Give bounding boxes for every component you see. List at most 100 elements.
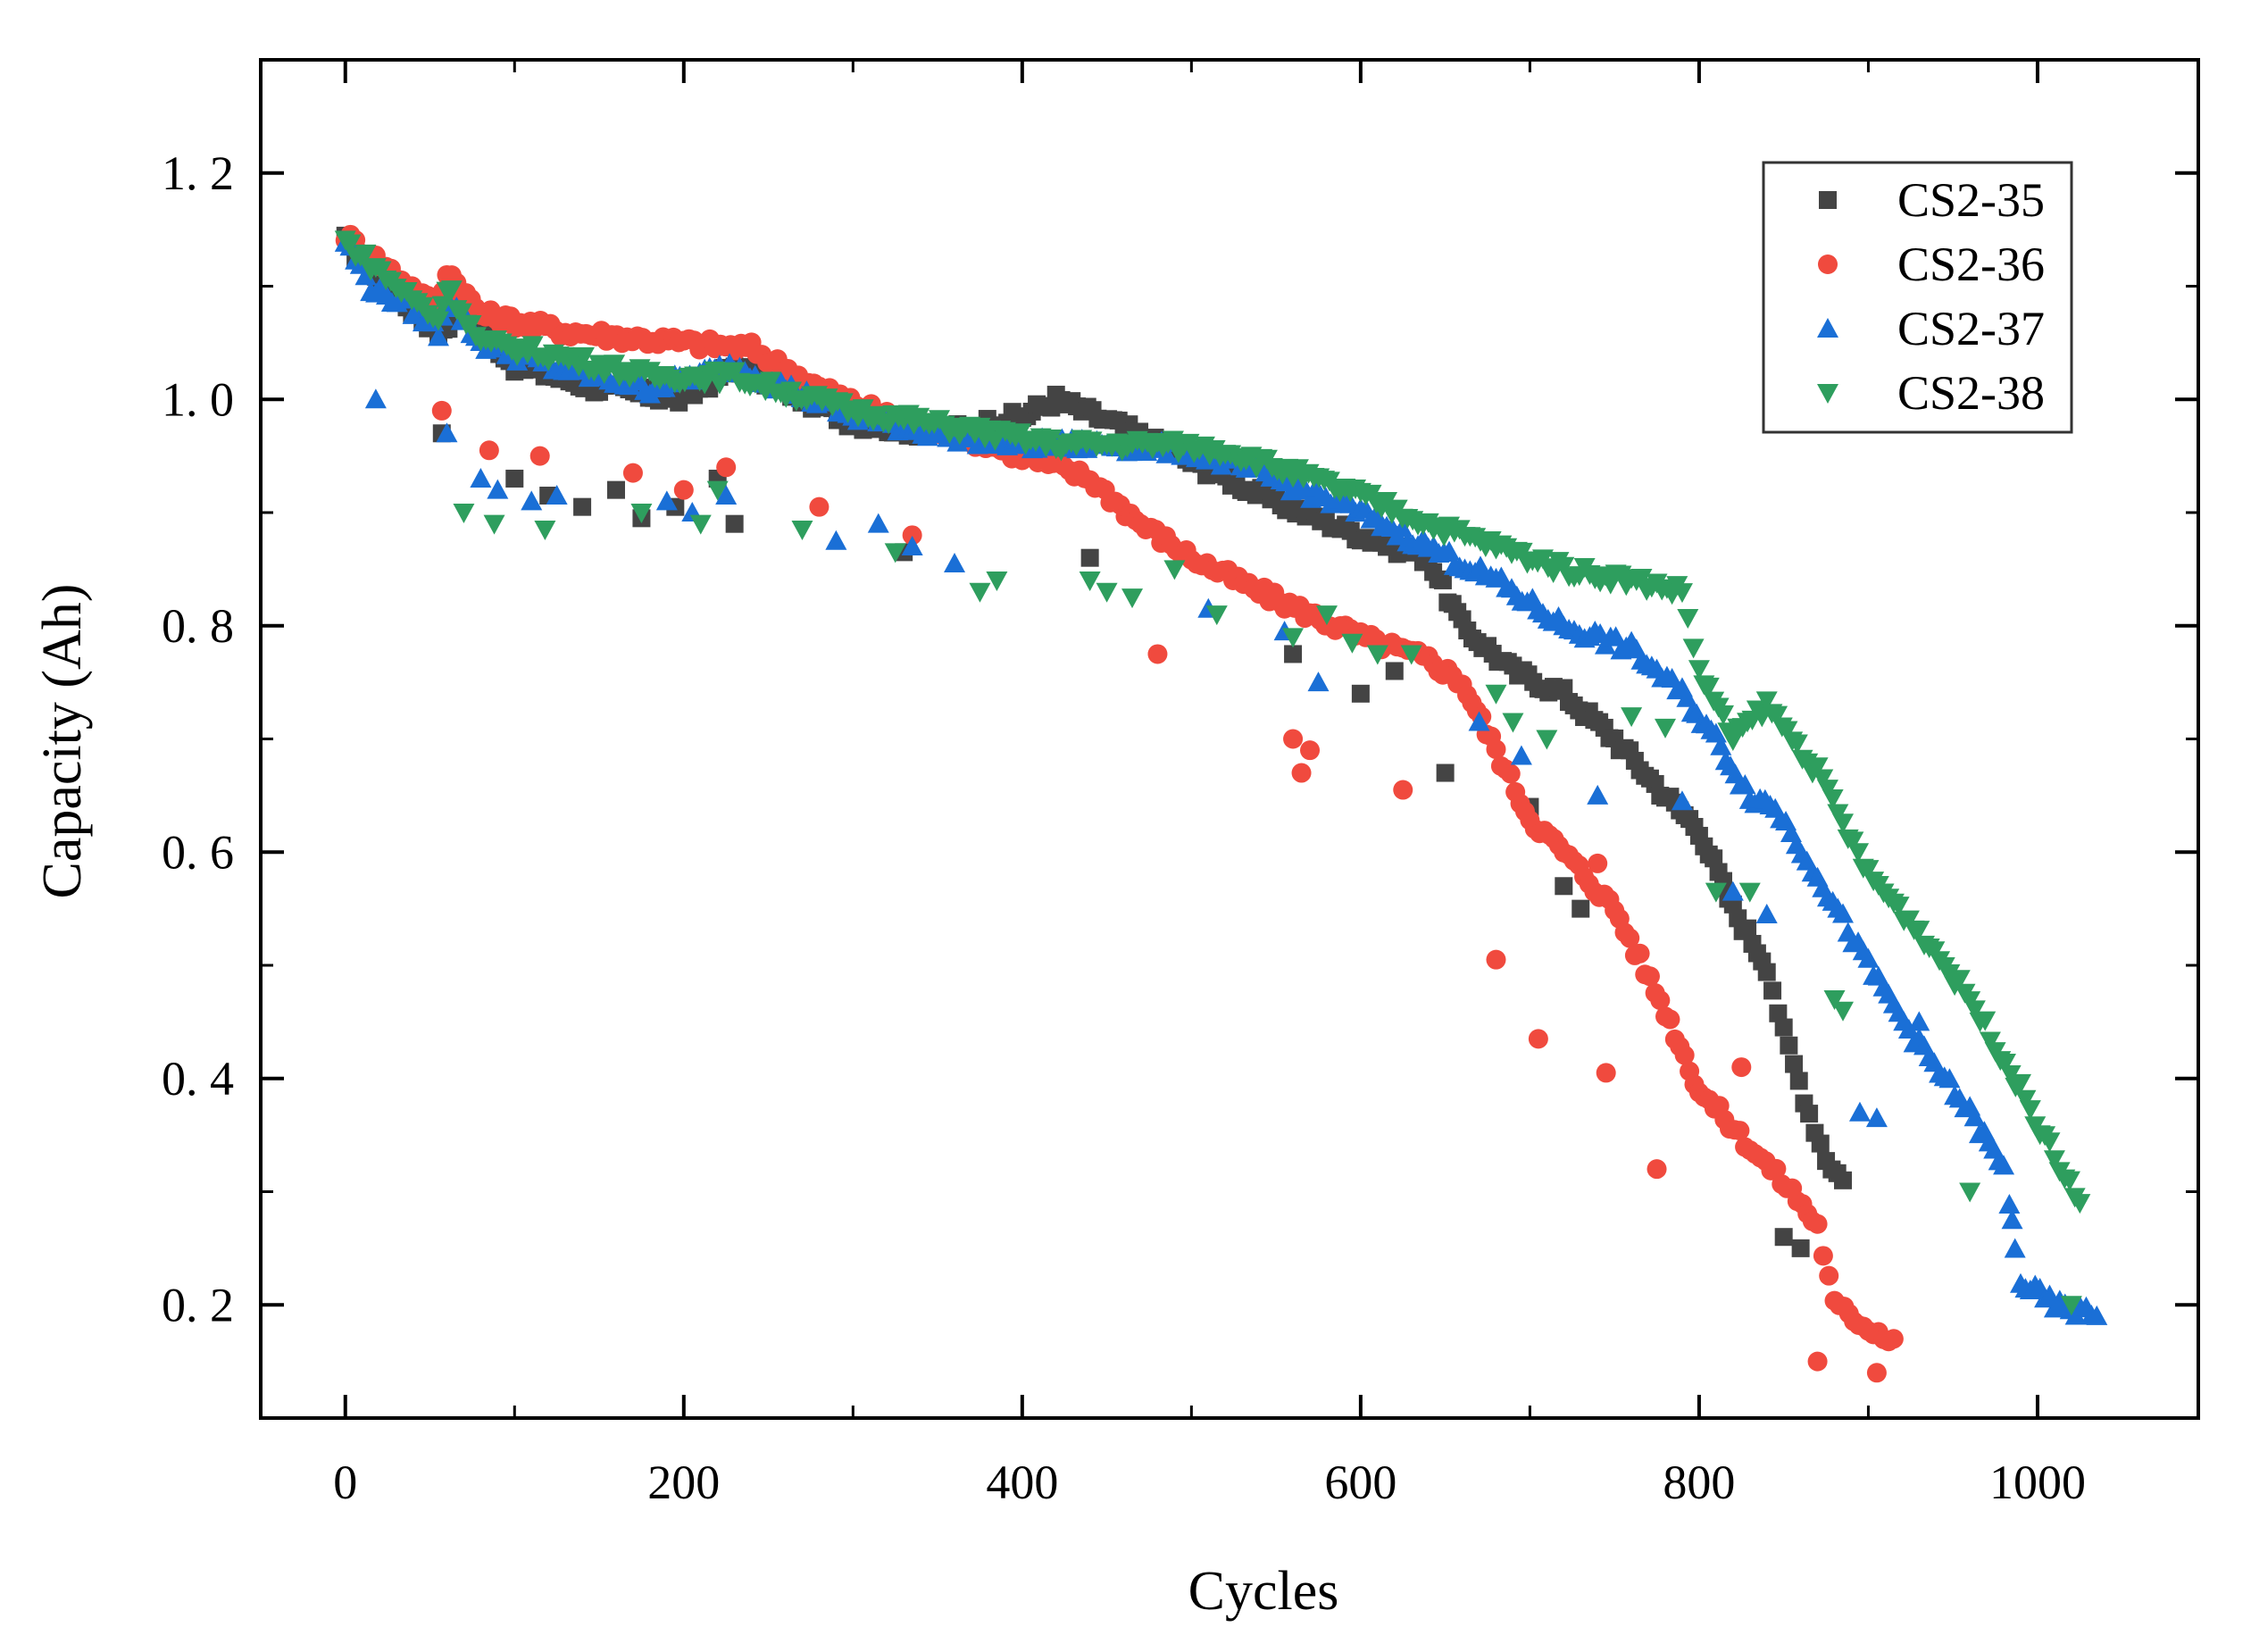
- data-point: [1807, 1214, 1828, 1234]
- data-point-outlier: [1351, 684, 1370, 703]
- data-point-outlier: [1755, 903, 1778, 923]
- data-point-outlier: [673, 480, 694, 500]
- data-point-outlier: [1866, 1363, 1887, 1383]
- data-point: [1555, 679, 1573, 697]
- data-point: [1811, 1134, 1830, 1153]
- data-point: [1553, 556, 1575, 577]
- data-point-outlier: [1341, 633, 1363, 654]
- data-point: [2058, 1171, 2080, 1191]
- data-point-outlier: [1121, 588, 1144, 609]
- data-point: [1009, 423, 1031, 444]
- legend-box: [1762, 161, 2073, 434]
- data-point: [2043, 1150, 2065, 1171]
- x-tick-label: 1000: [1989, 1456, 2086, 1509]
- data-point-outlier: [1588, 853, 1608, 873]
- data-point: [1938, 1068, 1961, 1089]
- data-point-outlier: [364, 388, 387, 409]
- data-point: [1832, 813, 1855, 834]
- data-point-outlier: [1596, 1063, 1616, 1083]
- data-point-outlier: [1959, 1182, 1981, 1203]
- data-point: [1785, 1055, 1804, 1073]
- data-point-outlier: [901, 536, 923, 556]
- data-point: [427, 326, 449, 346]
- data-point: [1630, 943, 1650, 964]
- data-point: [1822, 788, 1844, 809]
- data-point: [1376, 492, 1398, 513]
- data-point: [1908, 921, 1930, 941]
- data-point: [1671, 583, 1693, 604]
- data-point: [427, 311, 449, 331]
- y-tick-label: 0. 2: [162, 1278, 234, 1331]
- data-point: [1500, 763, 1521, 784]
- data-point: [450, 303, 472, 323]
- data-point: [1938, 964, 1961, 984]
- data-point-outlier: [1282, 628, 1305, 648]
- data-point: [1813, 1246, 1833, 1266]
- data-point-outlier: [1722, 880, 1744, 901]
- data-point-outlier: [1647, 1159, 1667, 1180]
- data-point-outlier: [1080, 548, 1099, 567]
- data-point-outlier: [606, 480, 625, 499]
- data-point: [1162, 430, 1184, 451]
- data-point: [1857, 947, 1880, 968]
- data-point: [1963, 1000, 1986, 1021]
- data-point-outlier: [1366, 645, 1388, 665]
- data-point-outlier: [546, 484, 568, 505]
- data-point: [1789, 1072, 1808, 1090]
- data-point-outlier: [505, 469, 524, 488]
- data-point-outlier: [1731, 1057, 1752, 1078]
- data-point-outlier: [470, 467, 492, 488]
- data-point-outlier: [1096, 582, 1118, 603]
- data-point-outlier: [1536, 730, 1558, 750]
- data-point: [1763, 981, 1782, 1000]
- y-tick-label: 0. 6: [162, 825, 234, 879]
- data-point: [1710, 735, 1732, 755]
- data-point-outlier: [706, 480, 729, 501]
- data-point: [1780, 1036, 1798, 1055]
- data-point-outlier: [986, 572, 1008, 592]
- data-point: [1155, 443, 1178, 463]
- data-point-outlier: [534, 521, 556, 541]
- legend-marker: [1817, 318, 1838, 338]
- data-point: [2010, 1073, 2032, 1094]
- data-point: [723, 362, 746, 382]
- y-tick-label: 1. 2: [162, 146, 234, 200]
- data-point-outlier: [431, 400, 452, 421]
- data-point: [1688, 660, 1710, 680]
- data-point-outlier: [1079, 572, 1101, 592]
- data-point: [1994, 1053, 2016, 1073]
- data-point: [1993, 1155, 2015, 1175]
- data-point: [1923, 941, 1946, 962]
- data-point-outlier: [944, 553, 966, 573]
- data-point: [339, 234, 362, 254]
- data-point: [1963, 1106, 1986, 1127]
- x-tick-label: 800: [1663, 1456, 1735, 1509]
- data-point-outlier: [1807, 1351, 1828, 1372]
- data-point-outlier: [1823, 990, 1846, 1011]
- x-tick-label: 400: [986, 1456, 1058, 1509]
- data-point-outlier: [809, 496, 830, 517]
- data-point-outlier: [529, 446, 550, 466]
- data-point-outlier: [1485, 684, 1507, 705]
- data-point: [1812, 769, 1834, 789]
- data-point: [760, 371, 782, 392]
- data-point-outlier: [1738, 882, 1761, 903]
- data-point-outlier: [521, 490, 543, 511]
- data-point-outlier: [1908, 1011, 1930, 1031]
- data-point-outlier: [1284, 645, 1303, 663]
- legend-marker: [1819, 191, 1837, 209]
- data-point: [1433, 571, 1452, 589]
- series-CS2-38: [334, 230, 2091, 1316]
- data-point-outlier: [622, 463, 643, 483]
- y-axis-label: Capacity (Ah): [32, 584, 93, 899]
- x-tick-label: 200: [647, 1456, 720, 1509]
- data-point: [2019, 1100, 2041, 1121]
- data-point: [1697, 677, 1720, 697]
- data-point-outlier: [1468, 711, 1490, 731]
- data-point-outlier: [573, 497, 592, 516]
- data-point-outlier: [1300, 740, 1321, 761]
- legend-marker: [1817, 384, 1838, 404]
- data-point: [1857, 860, 1880, 880]
- data-point: [2014, 1089, 2037, 1110]
- data-point-outlier: [715, 484, 738, 505]
